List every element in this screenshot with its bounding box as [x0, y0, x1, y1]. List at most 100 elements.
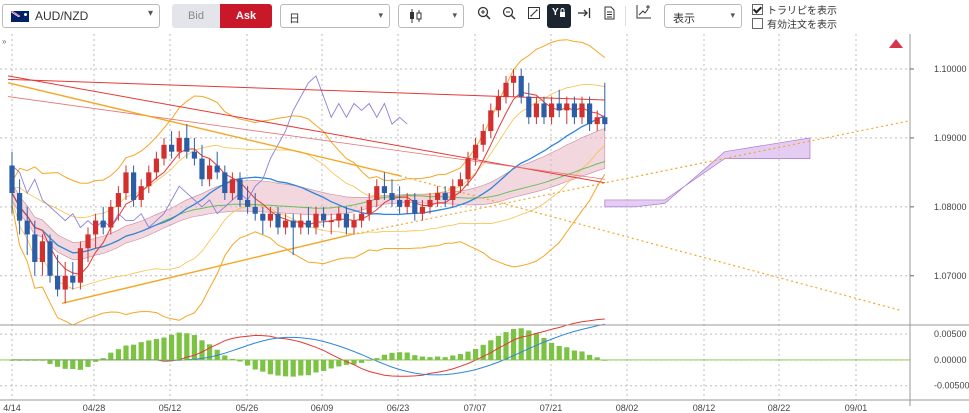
show-trendline-label: トラリピを表示	[767, 6, 837, 17]
candle-body	[138, 186, 144, 200]
candle-body	[115, 193, 121, 207]
candle-body	[419, 206, 425, 214]
macd-histogram-bar	[480, 344, 486, 360]
bollinger-lower-2	[11, 173, 606, 326]
candle-body	[465, 158, 471, 180]
macd-histogram-bar	[207, 344, 213, 360]
ask-button[interactable]: Ask	[220, 4, 272, 28]
timeframe-value: 日	[289, 13, 300, 25]
show-orders-checkbox[interactable]: 有効注文を表示	[752, 16, 837, 31]
candle-body	[62, 275, 68, 290]
trendline-orange-down	[7, 82, 401, 177]
fit-icon[interactable]	[522, 4, 546, 28]
trendline-descending-2	[7, 96, 605, 180]
macd-y-tick-label: -0.00500	[934, 381, 969, 391]
macd-histogram-bar	[169, 334, 175, 360]
candle-body	[511, 75, 517, 83]
candle-body	[24, 220, 30, 235]
candle-body	[488, 110, 494, 132]
add-indicator-icon[interactable]	[632, 4, 656, 28]
chart-style-select[interactable]: ▾	[398, 4, 464, 28]
candle-body	[495, 96, 501, 111]
chevron-down-icon: ▾	[452, 10, 457, 20]
macd-histogram-bar	[511, 329, 517, 360]
macd-histogram-bar	[138, 342, 144, 360]
y-tick-label: 1.10000	[934, 64, 967, 74]
candle-body	[442, 193, 448, 200]
alert-triangle-icon[interactable]	[889, 39, 903, 48]
x-tick-label: 06/09	[311, 403, 334, 413]
collapse-panel-icon[interactable]: »	[2, 37, 7, 46]
candle-body	[229, 179, 235, 194]
candle-body	[70, 275, 76, 283]
macd-histogram-bar	[267, 359, 273, 375]
candle-body	[328, 220, 334, 223]
candle-body	[351, 220, 357, 228]
candle-body	[153, 158, 159, 173]
x-tick-label: 08/12	[693, 403, 716, 413]
macd-histogram-bar	[343, 359, 349, 365]
candle-body	[47, 241, 53, 276]
candle-body	[594, 117, 600, 125]
macd-histogram-bar	[275, 359, 281, 376]
candle-body	[17, 193, 23, 221]
timeframe-select[interactable]: 日 ▾	[280, 4, 390, 28]
candle-body	[533, 103, 539, 118]
price-chart[interactable]: 4/14 04/28 05/12 05/26 06/09 06/23 07/07 07/21 0…	[0, 34, 969, 413]
macd-histogram-bar	[359, 359, 365, 363]
macd-histogram-bar	[305, 359, 311, 376]
macd-histogram-bar	[541, 337, 547, 360]
trendline-lock-icon[interactable]: Y	[547, 4, 571, 28]
candle-body	[556, 103, 562, 111]
macd-histogram-bar	[397, 352, 403, 360]
candle-body	[161, 144, 167, 159]
x-tick-label: 04/28	[83, 403, 106, 413]
australia-flag-icon	[11, 11, 29, 22]
display-label: 表示	[673, 13, 695, 25]
y-tick-label: 1.08000	[934, 202, 967, 212]
candle-body	[39, 241, 45, 262]
candle-body	[321, 213, 327, 221]
macd-histogram-bar	[245, 359, 251, 366]
macd-histogram-bar	[549, 342, 555, 360]
macd-histogram-bar	[199, 340, 205, 360]
symbol-selector[interactable]: AUD/NZD ▾	[2, 4, 160, 28]
candle-body	[176, 137, 182, 152]
ichimoku-future-cloud	[604, 137, 811, 208]
zoom-out-icon[interactable]	[497, 4, 521, 28]
macd-histogram-bar	[108, 352, 114, 360]
candle-body	[381, 186, 387, 194]
candle-body	[549, 103, 555, 118]
show-orders-label: 有効注文を表示	[767, 20, 837, 31]
document-icon[interactable]	[597, 4, 621, 28]
macd-histogram-bar	[237, 359, 243, 362]
candle-body	[55, 275, 61, 290]
y-tick-label: 1.09000	[934, 133, 967, 143]
candle-body	[587, 103, 593, 125]
zoom-in-icon[interactable]	[472, 4, 496, 28]
show-trendline-checkbox[interactable]: トラリピを表示	[752, 2, 837, 17]
candle-body	[336, 213, 342, 221]
macd-histogram-bar	[77, 359, 83, 370]
macd-histogram-bar	[290, 359, 296, 377]
macd-histogram-bar	[260, 359, 266, 372]
scroll-to-latest-icon[interactable]	[572, 4, 596, 28]
macd-histogram-bar	[153, 338, 159, 360]
macd-histogram-bar	[594, 357, 600, 360]
macd-histogram-bar	[404, 352, 410, 360]
macd-histogram-bar	[93, 359, 99, 362]
candle-body	[108, 206, 114, 228]
candle-body	[290, 220, 296, 228]
macd-histogram-bar	[533, 333, 539, 360]
candle-body	[9, 165, 15, 194]
macd-histogram-bar	[389, 352, 395, 360]
macd-histogram-bar	[412, 355, 418, 360]
display-select[interactable]: 表示 ▾	[664, 4, 742, 28]
macd-histogram-bar	[298, 359, 304, 376]
candle-body	[389, 193, 395, 200]
macd-y-tick-label: 0.00500	[934, 329, 967, 339]
macd-histogram-bar	[283, 359, 289, 377]
macd-histogram-bar	[419, 356, 425, 360]
macd-histogram-bar	[503, 332, 509, 360]
bid-button[interactable]: Bid	[172, 4, 220, 28]
